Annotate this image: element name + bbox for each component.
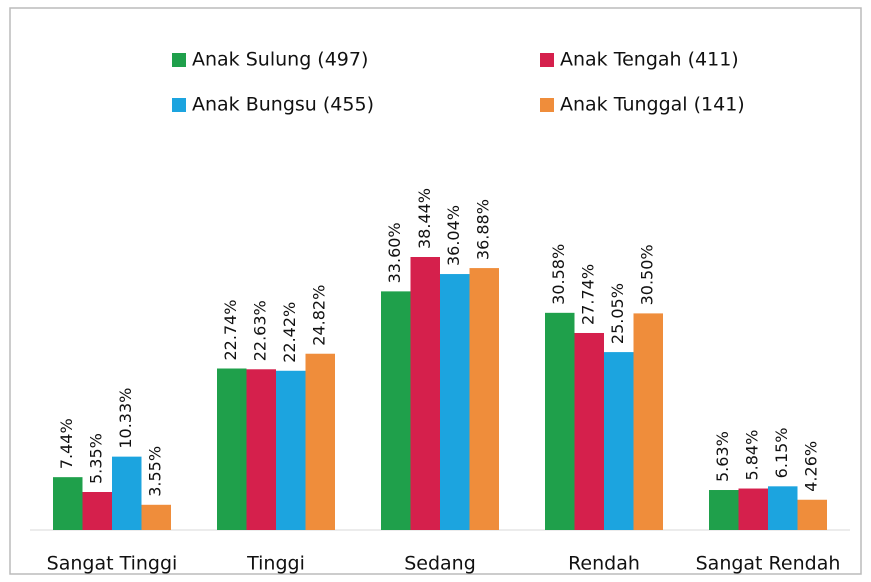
value-label: 27.74% (579, 264, 598, 325)
value-label: 22.63% (251, 300, 270, 361)
legend-label: Anak Sulung (497) (192, 49, 368, 71)
legend-swatch (172, 53, 186, 67)
value-label: 22.74% (221, 299, 240, 360)
x-tick-label: Tinggi (246, 553, 305, 575)
bar (217, 369, 247, 530)
value-label: 6.15% (772, 427, 791, 478)
value-label: 36.88% (474, 199, 493, 260)
bar (470, 268, 500, 530)
bar (545, 313, 575, 530)
bar (440, 274, 470, 530)
value-label: 4.26% (802, 441, 821, 492)
value-label: 24.82% (310, 285, 329, 346)
value-label: 25.05% (608, 283, 627, 344)
value-label: 30.58% (549, 244, 568, 305)
legend-swatch (540, 53, 554, 67)
bar (53, 477, 83, 530)
value-label: 38.44% (415, 188, 434, 249)
bar (83, 492, 113, 530)
x-tick-label: Sangat Rendah (696, 553, 841, 575)
bar (604, 352, 634, 530)
legend-label: Anak Tunggal (141) (560, 94, 745, 116)
value-label: 36.04% (444, 205, 463, 266)
value-label: 7.44% (57, 418, 76, 469)
x-tick-label: Sedang (404, 553, 476, 575)
chart: Anak Sulung (497) Anak Tengah (411) Anak B… (0, 0, 871, 582)
value-label: 5.35% (87, 433, 106, 484)
bar (381, 291, 411, 530)
x-tick-label: Sangat Tinggi (47, 553, 178, 575)
bar (798, 500, 828, 530)
bar (411, 257, 441, 530)
value-label: 22.42% (280, 302, 299, 363)
bar (709, 490, 739, 530)
value-label: 5.84% (743, 430, 762, 481)
value-label: 30.50% (638, 244, 657, 305)
bar (142, 505, 172, 530)
bar (247, 369, 277, 530)
value-label: 33.60% (385, 222, 404, 283)
bar (634, 313, 664, 530)
value-label: 5.63% (713, 431, 732, 482)
bar (276, 371, 306, 530)
bar (112, 457, 142, 530)
bar (306, 354, 336, 530)
bar (768, 486, 798, 530)
value-label: 3.55% (146, 446, 165, 497)
legend-label: Anak Bungsu (455) (192, 94, 374, 116)
legend-swatch (540, 98, 554, 112)
bar (739, 489, 769, 530)
bar (575, 333, 605, 530)
value-label: 10.33% (116, 388, 135, 449)
x-tick-label: Rendah (568, 553, 640, 575)
legend-swatch (172, 98, 186, 112)
legend-label: Anak Tengah (411) (560, 49, 739, 71)
